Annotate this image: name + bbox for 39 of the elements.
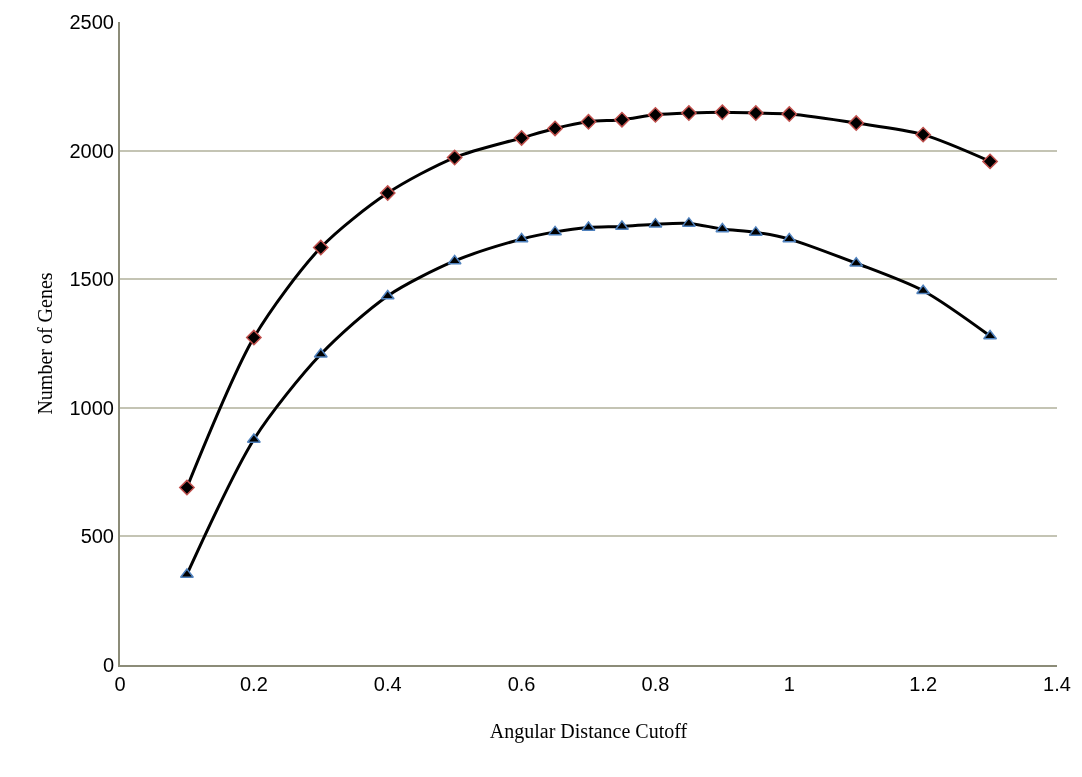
point	[547, 120, 563, 137]
point	[916, 284, 931, 295]
y-tick-label: 2500	[69, 11, 114, 33]
point	[580, 113, 597, 130]
y-tick-label: 2000	[69, 139, 114, 162]
point	[514, 232, 529, 243]
point	[312, 239, 329, 256]
point	[848, 115, 865, 131]
point	[513, 130, 530, 146]
point	[982, 153, 998, 170]
y-tick-label: 500	[80, 525, 114, 548]
point	[714, 104, 731, 121]
x-axis-title: Angular Distance Cutoff	[489, 720, 688, 743]
point	[648, 217, 663, 228]
point	[614, 111, 630, 128]
point	[379, 185, 396, 201]
x-tick-label: 1.4	[1043, 673, 1071, 695]
point	[647, 106, 664, 123]
x-tick-label: 0.2	[239, 673, 268, 695]
x-tick-label: 1	[783, 673, 795, 695]
point	[447, 254, 462, 265]
point	[747, 105, 764, 121]
y-tick-label: 1000	[69, 396, 114, 419]
x-tick-label: 0.4	[373, 673, 402, 695]
x-tick-label: 1.2	[909, 673, 938, 695]
point	[446, 149, 463, 166]
y-axis-title: Number of Genes	[33, 272, 56, 415]
x-tick-label: 0.6	[507, 673, 536, 695]
y-tick-label: 1500	[69, 268, 114, 291]
point	[781, 106, 798, 122]
point	[380, 289, 395, 300]
point	[245, 329, 262, 346]
point	[680, 105, 697, 121]
x-tick-label: 0.8	[641, 673, 670, 695]
point	[915, 126, 932, 143]
point	[715, 222, 730, 233]
point	[782, 232, 797, 243]
y-tick-label: 0	[102, 654, 114, 676]
point	[179, 479, 195, 496]
